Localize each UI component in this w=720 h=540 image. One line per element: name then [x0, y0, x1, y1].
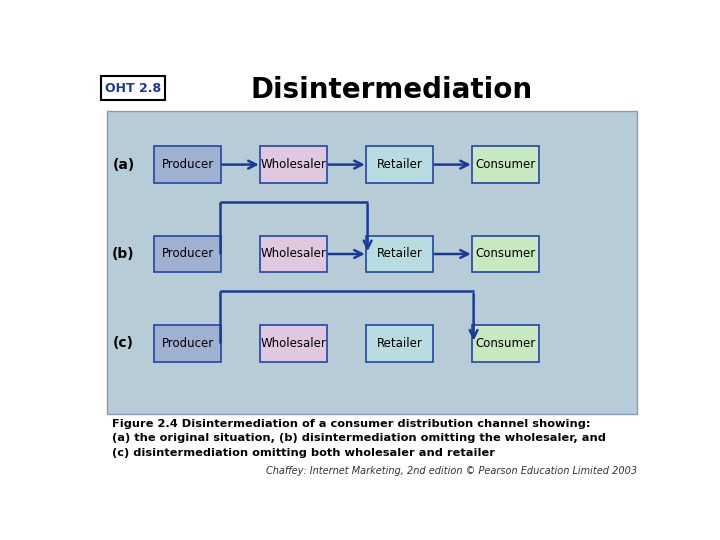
Text: Producer: Producer	[161, 337, 214, 350]
FancyBboxPatch shape	[107, 111, 637, 414]
Text: (c): (c)	[113, 336, 134, 350]
FancyBboxPatch shape	[472, 235, 539, 272]
Text: OHT 2.8: OHT 2.8	[105, 82, 161, 94]
Text: Producer: Producer	[161, 158, 214, 171]
Text: Wholesaler: Wholesaler	[261, 158, 327, 171]
Text: Producer: Producer	[161, 247, 214, 260]
Text: Consumer: Consumer	[476, 247, 536, 260]
Text: (b): (b)	[112, 247, 135, 261]
Text: Retailer: Retailer	[377, 247, 423, 260]
Text: Wholesaler: Wholesaler	[261, 247, 327, 260]
Text: Consumer: Consumer	[476, 337, 536, 350]
Text: Wholesaler: Wholesaler	[261, 337, 327, 350]
FancyBboxPatch shape	[154, 325, 222, 362]
FancyBboxPatch shape	[366, 146, 433, 183]
FancyBboxPatch shape	[366, 235, 433, 272]
FancyBboxPatch shape	[472, 146, 539, 183]
Text: Consumer: Consumer	[476, 158, 536, 171]
Text: Disintermediation: Disintermediation	[251, 76, 532, 104]
FancyBboxPatch shape	[260, 235, 328, 272]
Text: Retailer: Retailer	[377, 158, 423, 171]
FancyBboxPatch shape	[154, 146, 222, 183]
Text: Chaffey: Internet Marketing, 2nd edition © Pearson Education Limited 2003: Chaffey: Internet Marketing, 2nd edition…	[266, 467, 637, 476]
FancyBboxPatch shape	[260, 325, 328, 362]
FancyBboxPatch shape	[101, 76, 166, 100]
FancyBboxPatch shape	[154, 235, 222, 272]
Text: Retailer: Retailer	[377, 337, 423, 350]
FancyBboxPatch shape	[472, 325, 539, 362]
Text: Figure 2.4 Disintermediation of a consumer distribution channel showing:
(a) the: Figure 2.4 Disintermediation of a consum…	[112, 419, 606, 458]
Text: (a): (a)	[112, 158, 135, 172]
FancyBboxPatch shape	[260, 146, 328, 183]
FancyBboxPatch shape	[366, 325, 433, 362]
